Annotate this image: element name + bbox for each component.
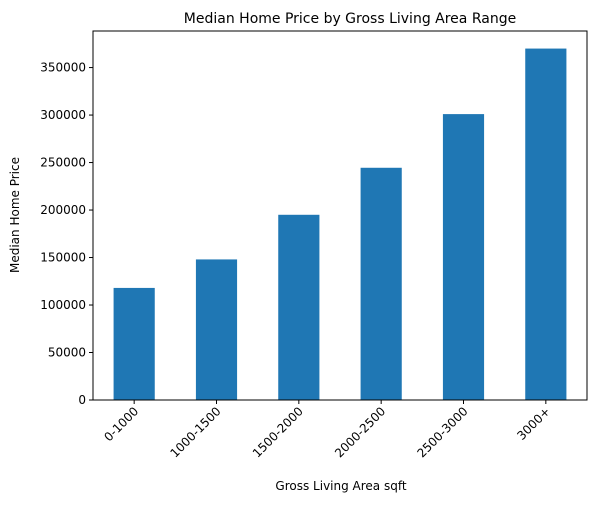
bar[interactable] xyxy=(278,214,320,400)
plot-frame xyxy=(92,30,588,401)
bar[interactable] xyxy=(442,114,485,401)
bar[interactable] xyxy=(525,48,567,400)
x-tick-label: 2500-3000 xyxy=(414,404,470,460)
x-tick-label: 3000+ xyxy=(514,404,553,443)
x-axis: 0-1000 1000-1500 1500-2000 2000-2500 2500-30… xyxy=(101,400,553,460)
bar[interactable] xyxy=(113,287,155,400)
bar[interactable] xyxy=(360,167,402,400)
y-tick-label: 150000 xyxy=(40,251,86,265)
y-tick-label: 200000 xyxy=(40,203,86,217)
y-tick-label: 350000 xyxy=(40,61,86,75)
y-tick-label: 0 xyxy=(78,393,86,407)
x-tick-label: 1500-2000 xyxy=(250,404,306,460)
x-tick-label: 1000-1500 xyxy=(167,404,223,460)
y-axis: 0 50000 100000 150000 200000 250000 300000 3500… xyxy=(40,61,93,407)
x-tick-label: 0-1000 xyxy=(101,404,141,444)
chart-title: Median Home Price by Gross Living Area R… xyxy=(184,11,516,27)
y-tick-label: 250000 xyxy=(40,156,86,170)
bar[interactable] xyxy=(195,259,238,400)
y-tick-label: 300000 xyxy=(40,108,86,122)
y-tick-label: 50000 xyxy=(48,346,86,360)
x-tick-label: 2000-2500 xyxy=(332,404,388,460)
y-axis-label: Median Home Price xyxy=(8,157,22,273)
bars xyxy=(113,48,567,401)
x-axis-label: Gross Living Area sqft xyxy=(275,479,406,493)
y-tick-label: 100000 xyxy=(40,298,86,312)
